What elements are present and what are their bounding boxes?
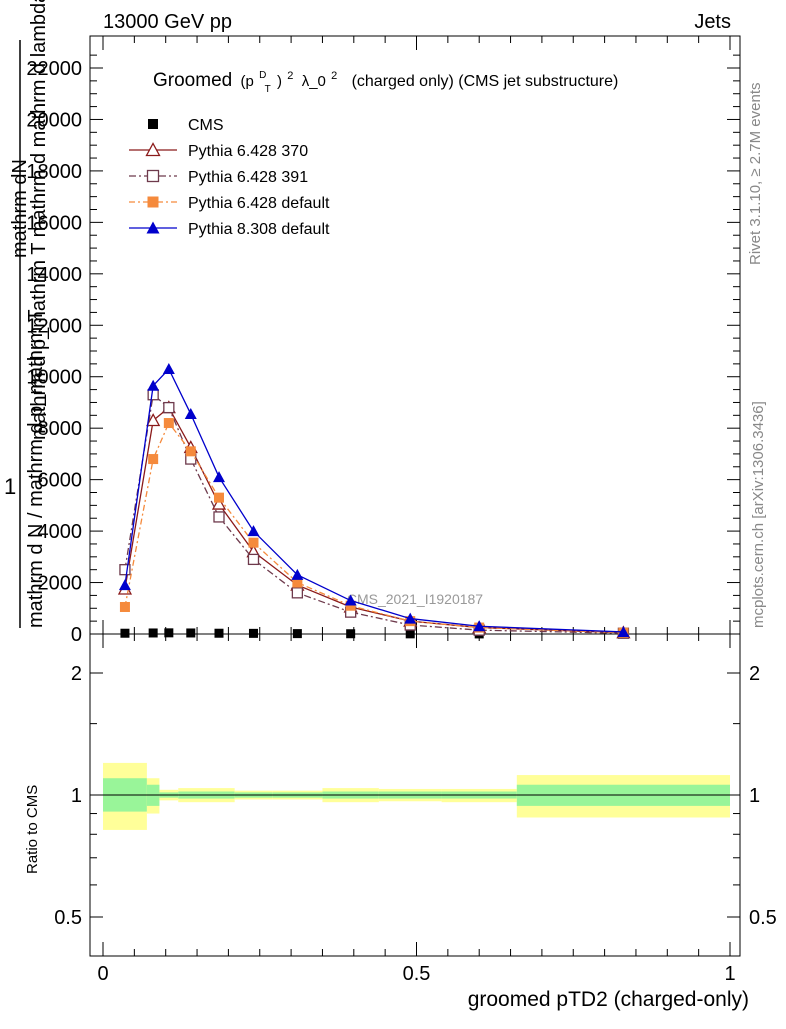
data-point	[292, 629, 302, 639]
data-point	[164, 628, 174, 638]
data-point	[345, 600, 356, 611]
main-y-ticks: 0 2000 4000 6000 8000 10000 12000 14000 16000 180…	[26, 54, 740, 646]
data-point	[214, 628, 224, 638]
main-ytick-label: 6000	[38, 470, 83, 492]
data-point	[292, 577, 303, 588]
main-ytick-label: 4000	[38, 521, 83, 543]
legend-marker	[147, 196, 159, 208]
energy-label: 13000 GeV pp	[103, 11, 232, 33]
title-math-close: )	[277, 73, 282, 90]
legend-marker	[145, 142, 161, 157]
series-4	[118, 363, 630, 637]
watermark: CMS_2021_I1920187	[347, 591, 483, 607]
legend-marker	[146, 221, 160, 234]
title-math-sup-2b: 2	[331, 70, 337, 82]
title-math-lambda: λ_0	[302, 73, 326, 90]
data-point	[147, 379, 160, 391]
legend: CMS Pythia 6.428 370 Pythia 6.428 391 Pythi…	[129, 117, 330, 238]
ratio-ytick-label-right: 0.5	[749, 907, 777, 929]
mcplots-info-label: mcplots.cern.ch [arXiv:1306.3436]	[750, 401, 767, 628]
ylabel-bottom: mathrm d N / mathrm d p_mathrm T	[25, 309, 47, 628]
ylabel-one: 1	[4, 474, 16, 499]
main-ytick-label: 18000	[26, 161, 82, 183]
data-point	[473, 620, 486, 632]
legend-marker	[148, 119, 158, 129]
data-point	[404, 612, 417, 624]
x-tick-label: 0	[97, 963, 108, 985]
data-point	[617, 625, 630, 637]
legend-label: CMS	[188, 117, 224, 134]
data-point	[186, 628, 196, 638]
data-point	[146, 413, 161, 427]
x-axis-label: groomed pTD2 (charged-only)	[468, 988, 749, 1011]
legend-marker	[146, 169, 160, 183]
data-point	[247, 553, 260, 566]
title-math-sub-t: T	[265, 84, 271, 95]
data-point	[148, 454, 159, 465]
main-ytick-label: 2000	[38, 573, 83, 595]
data-point	[346, 629, 356, 639]
main-ytick-label: 12000	[26, 315, 82, 337]
data-point	[405, 629, 415, 639]
data-point	[163, 418, 174, 429]
rivet-info-label: Rivet 3.1.10, ≥ 2.7M events	[747, 83, 764, 266]
data-point	[213, 492, 224, 503]
data-point	[291, 587, 304, 599]
series-layer	[117, 363, 631, 639]
data-point	[248, 628, 258, 638]
data-point	[344, 594, 357, 606]
data-point	[118, 579, 131, 591]
ratio-ytick-label: 0.5	[54, 907, 82, 929]
data-point	[120, 628, 130, 638]
data-point	[211, 496, 227, 510]
legend-label: Pythia 6.428 391	[188, 169, 308, 186]
data-point	[163, 401, 175, 414]
data-point	[119, 601, 130, 612]
ratio-ytick-label-right: 2	[749, 663, 760, 685]
data-point	[212, 471, 225, 483]
legend-label: Pythia 6.428 default	[188, 195, 330, 212]
data-point	[248, 537, 259, 548]
data-point	[247, 525, 260, 537]
data-point	[162, 363, 175, 375]
data-point	[119, 564, 131, 576]
main-ytick-label: 10000	[26, 367, 82, 389]
main-ytick-label: 0	[71, 624, 82, 646]
data-point	[184, 408, 197, 420]
data-point	[185, 446, 196, 457]
title-prefix: Groomed	[153, 70, 232, 91]
ratio-y-axis-label: Ratio to CMS	[24, 785, 41, 874]
title-math-sup-d: D	[259, 70, 266, 81]
main-ytick-label: 16000	[26, 212, 82, 234]
title-suffix: (charged only) (CMS jet substructure)	[352, 73, 619, 90]
x-ticks: 0 0.5 1	[97, 36, 736, 985]
ratio-ytick-label: 2	[71, 663, 82, 685]
main-ytick-label: 14000	[26, 264, 82, 286]
x-tick-label: 0.5	[403, 963, 431, 985]
main-ytick-label: 20000	[26, 109, 82, 131]
ratio-ytick-label-right: 1	[749, 785, 760, 807]
ylabel-mid: mathrm d p_mathrm T mathrm d mathrm d la…	[28, 0, 50, 440]
legend-label: Pythia 6.428 370	[188, 143, 308, 160]
x-tick-label: 1	[724, 963, 735, 985]
main-ytick-label: 22000	[26, 58, 82, 80]
main-ytick-label: 8000	[38, 418, 83, 440]
ratio-y-ticks: 0.5 0.5 1 1 2 2	[54, 663, 777, 929]
main-y-axis-label: mathrm dN mathrm d p_mathrm T mathrm d m…	[4, 0, 50, 628]
data-point	[213, 511, 225, 523]
data-point	[147, 389, 159, 401]
data-point	[291, 568, 304, 580]
data-point	[148, 628, 158, 638]
legend-label: Pythia 8.308 default	[188, 221, 330, 238]
plot-title: Groomed (p D T ) 2 λ_0 2 (charged only) …	[153, 62, 618, 97]
ratio-bands	[103, 762, 730, 830]
category-label: Jets	[694, 11, 731, 33]
ratio-ytick-label: 1	[71, 785, 82, 807]
title-math-sup-2: 2	[287, 70, 293, 82]
title-math-p: (p	[240, 73, 253, 90]
